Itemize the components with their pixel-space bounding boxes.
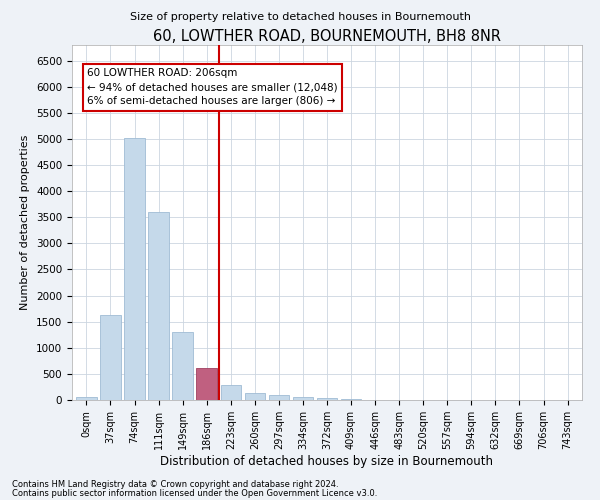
Bar bbox=[221, 386, 241, 400]
X-axis label: Distribution of detached houses by size in Bournemouth: Distribution of detached houses by size … bbox=[161, 455, 493, 468]
Bar bbox=[148, 212, 169, 400]
Text: Contains HM Land Registry data © Crown copyright and database right 2024.: Contains HM Land Registry data © Crown c… bbox=[12, 480, 338, 489]
Text: Size of property relative to detached houses in Bournemouth: Size of property relative to detached ho… bbox=[130, 12, 470, 22]
Bar bbox=[293, 397, 313, 400]
Bar bbox=[317, 398, 337, 400]
Bar bbox=[245, 393, 265, 400]
Text: 60 LOWTHER ROAD: 206sqm
← 94% of detached houses are smaller (12,048)
6% of semi: 60 LOWTHER ROAD: 206sqm ← 94% of detache… bbox=[87, 68, 338, 106]
Bar bbox=[341, 399, 361, 400]
Bar bbox=[196, 368, 217, 400]
Title: 60, LOWTHER ROAD, BOURNEMOUTH, BH8 8NR: 60, LOWTHER ROAD, BOURNEMOUTH, BH8 8NR bbox=[153, 29, 501, 44]
Bar bbox=[172, 332, 193, 400]
Text: Contains public sector information licensed under the Open Government Licence v3: Contains public sector information licen… bbox=[12, 488, 377, 498]
Bar bbox=[76, 398, 97, 400]
Y-axis label: Number of detached properties: Number of detached properties bbox=[20, 135, 31, 310]
Bar bbox=[100, 316, 121, 400]
Bar bbox=[269, 395, 289, 400]
Bar bbox=[124, 138, 145, 400]
